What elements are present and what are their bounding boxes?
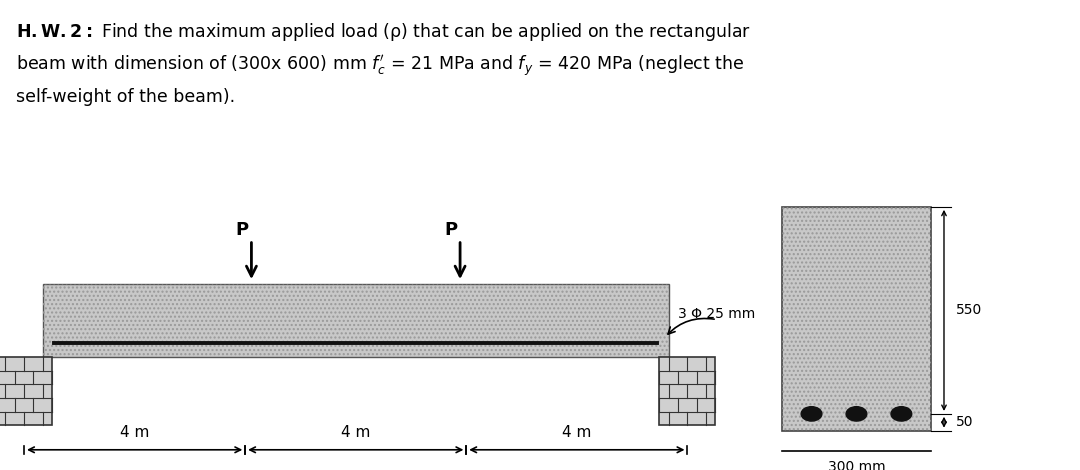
Text: P: P [235,221,249,239]
Bar [0,357,52,425]
Circle shape [801,407,822,421]
Text: P: P [445,221,458,239]
Bar [43,284,669,357]
Circle shape [846,407,867,421]
Circle shape [891,407,912,421]
Bar [782,207,931,431]
Text: 550: 550 [956,304,982,317]
Text: 3 Φ 25 mm: 3 Φ 25 mm [678,307,755,321]
FancyBboxPatch shape [5,6,1072,135]
Bar [43,284,669,357]
Text: $\bf{H.W.2:}$ Find the maximum applied load (ρ) that can be applied on the recta: $\bf{H.W.2:}$ Find the maximum applied l… [16,21,752,106]
Text: 300 mm: 300 mm [827,460,886,470]
Bar [782,207,931,431]
Text: 4 m: 4 m [563,425,592,440]
Text: 50: 50 [956,415,973,429]
Text: 4 m: 4 m [120,425,149,440]
Text: 4 m: 4 m [341,425,370,440]
Bar [660,357,715,425]
